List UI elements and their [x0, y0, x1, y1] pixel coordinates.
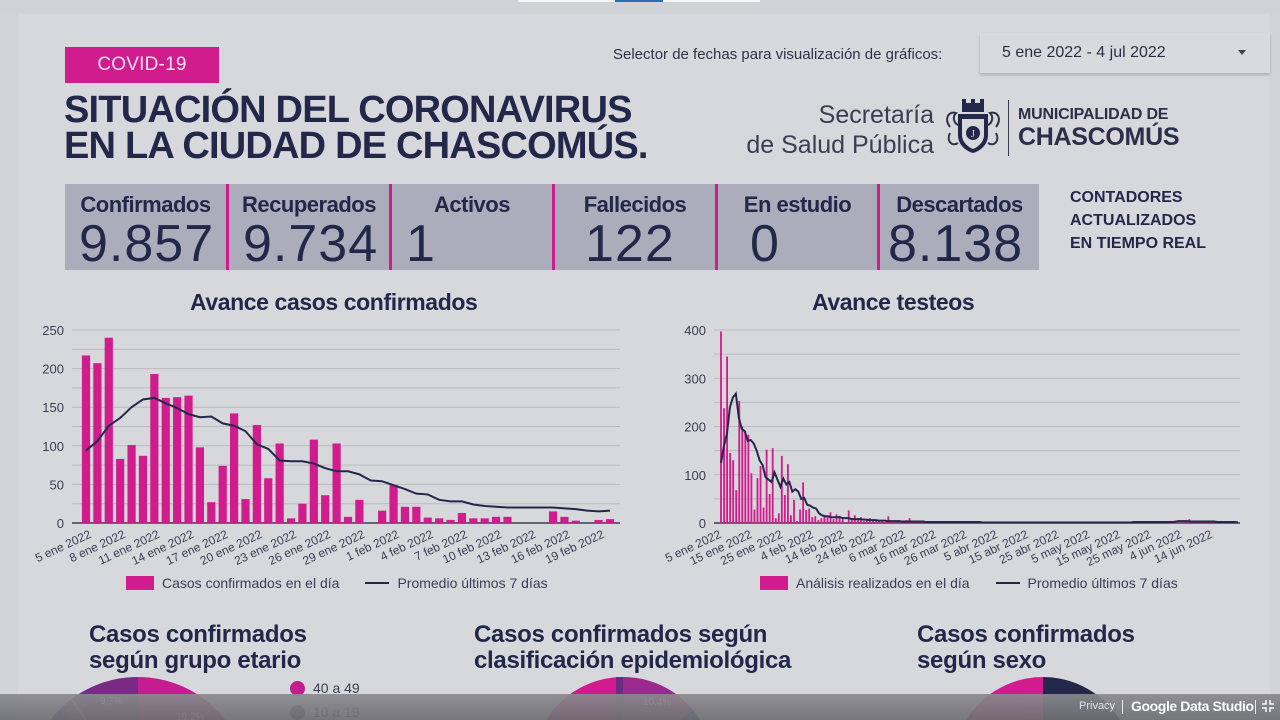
sex-title: Casos confirmados según sexo — [917, 622, 1135, 674]
counter-value: 1 — [406, 215, 436, 273]
logo-secretaria-salud: Secretaría de Salud Pública — [746, 100, 934, 160]
page-title-line-1: SITUACIÓN DEL CORONAVIRUS — [64, 89, 632, 131]
counter-activos: Activos 1 — [392, 184, 555, 273]
date-selector-label: Selector de fechas para visualización de… — [613, 46, 943, 63]
counters-panel: Confirmados 9.857 Recuperados 9.734 Acti… — [65, 184, 1039, 273]
legend-label-line: Promedio últimos 7 días — [1027, 575, 1178, 591]
legend-label-bars: Análisis realizados en el día — [796, 575, 970, 591]
counters-note-line: EN TIEMPO REAL — [1070, 235, 1207, 252]
date-range-selector[interactable]: 5 ene 2022 - 4 jul 2022 — [980, 33, 1270, 73]
legend-line-swatch — [995, 582, 1020, 584]
legend-label-line: Promedio últimos 7 días — [397, 575, 548, 591]
counter-label: Recuperados — [242, 192, 376, 217]
browser-top-strip — [0, 0, 1280, 14]
legend-dot-icon — [290, 680, 305, 696]
logo-municipalidad: MUNICIPALIDAD DE CHASCOMÚS — [1018, 106, 1180, 151]
sex-title-line: Casos confirmados — [917, 621, 1135, 648]
privacy-link[interactable]: Privacy — [1079, 700, 1116, 712]
exit-fullscreen-icon[interactable] — [1262, 700, 1274, 712]
legend-item[interactable]: 40 a 49 — [290, 676, 360, 700]
report-page — [18, 14, 1270, 720]
age-title-line: Casos confirmados — [89, 621, 307, 648]
footer-divider — [1122, 700, 1123, 714]
footer-divider — [1255, 700, 1256, 714]
covid-badge: COVID-19 — [65, 47, 219, 83]
counter-label: Descartados — [896, 192, 1023, 217]
sex-title-line: según sexo — [917, 647, 1047, 674]
counter-recuperados: Recuperados 9.734 — [229, 184, 392, 273]
age-group-title: Casos confirmados según grupo etario — [89, 622, 307, 674]
chart-title-confirmados: Avance casos confirmados — [190, 289, 478, 315]
epi-classification-title: Casos confirmados según clasificación ep… — [474, 622, 791, 674]
footer-bar: Privacy Google Data Studio — [0, 694, 1280, 720]
counters-note-line: CONTADORES — [1070, 189, 1183, 206]
legend-confirmados: Casos confirmados en el día Promedio últ… — [126, 575, 548, 591]
counter-confirmados: Confirmados 9.857 — [65, 184, 229, 273]
logo-muni-line-2: CHASCOMÚS — [1018, 123, 1180, 151]
municipal-crest-icon: J — [946, 99, 1000, 153]
legend-label: 40 a 49 — [313, 680, 360, 696]
logo-muni-line-1: MUNICIPALIDAD DE — [1018, 106, 1169, 123]
epi-title-line: clasificación epidemiológica — [474, 647, 792, 674]
page-title: SITUACIÓN DEL CORONAVIRUS EN LA CIUDAD D… — [64, 89, 649, 167]
legend-line-swatch — [365, 582, 390, 584]
logo-secretaria-line-2: de Salud Pública — [746, 131, 934, 159]
counter-value: 9.734 — [243, 215, 379, 273]
counter-fallecidos: Fallecidos 122 — [555, 184, 718, 273]
counter-label: Fallecidos — [583, 192, 687, 217]
page-title-line-2: EN LA CIUDAD DE CHASCOMÚS. — [64, 125, 649, 167]
counter-descartados: Descartados 8.138 — [880, 184, 1039, 273]
legend-bar-swatch — [760, 576, 788, 590]
counter-value: 8.138 — [888, 215, 1024, 273]
counter-value: 122 — [585, 215, 675, 273]
age-title-line: según grupo etario — [89, 647, 301, 674]
chart-title-testeos: Avance testeos — [812, 289, 975, 315]
legend-testeos: Análisis realizados en el día Promedio ú… — [760, 575, 1178, 591]
page-nav-active-indicator[interactable] — [615, 0, 663, 2]
counters-note: CONTADORES ACTUALIZADOS EN TIEMPO REAL — [1070, 186, 1206, 255]
logo-secretaria-line-1: Secretaría — [818, 101, 934, 129]
counter-label: Confirmados — [80, 192, 211, 217]
dropdown-caret-icon — [1238, 50, 1246, 55]
counter-label: En estudio — [743, 192, 852, 217]
svg-text:J: J — [971, 129, 975, 140]
legend-bar-swatch — [126, 576, 154, 590]
counters-note-line: ACTUALIZADOS — [1070, 212, 1197, 229]
counter-value: 9.857 — [79, 215, 215, 273]
counter-en-estudio: En estudio 0 — [718, 184, 880, 273]
date-range-value: 5 ene 2022 - 4 jul 2022 — [1002, 44, 1166, 61]
legend-label-bars: Casos confirmados en el día — [162, 575, 340, 591]
google-data-studio-link[interactable]: Google Data Studio — [1131, 698, 1254, 714]
logo-divider — [1008, 100, 1009, 156]
counter-label: Activos — [434, 192, 510, 217]
counter-value: 0 — [750, 215, 780, 273]
epi-title-line: Casos confirmados según — [474, 621, 768, 648]
